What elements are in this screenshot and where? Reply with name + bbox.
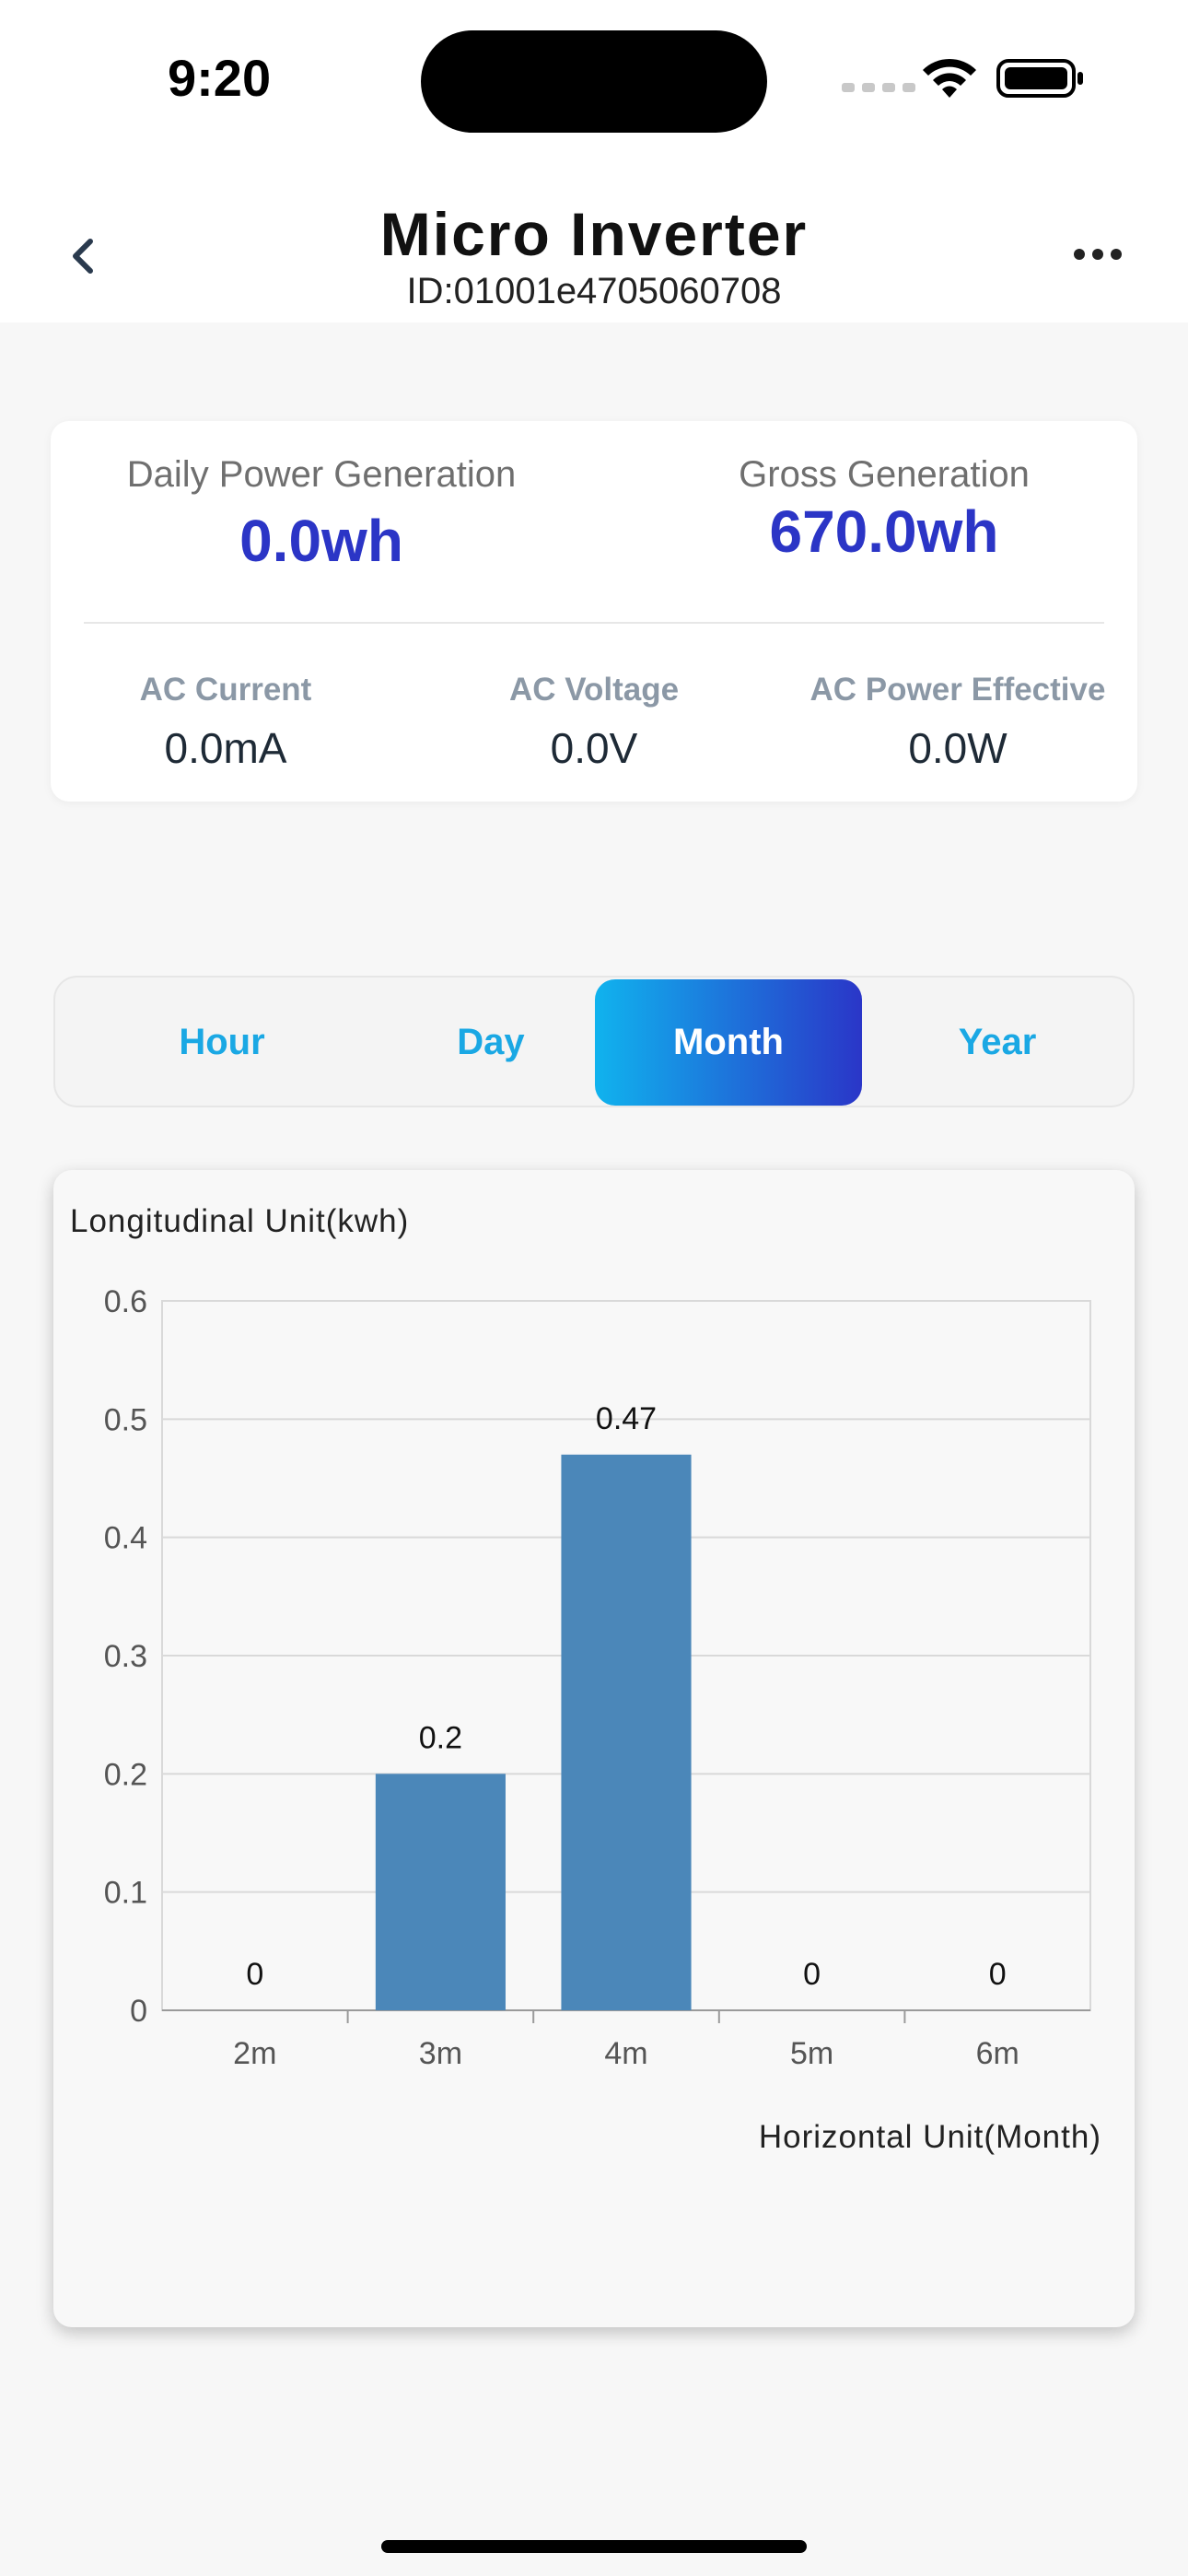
gross-generation-value: 670.0wh: [769, 498, 999, 565]
chart-card: 0 0.1 0.2 0.3 0.4 0.5 0.6 0 2m 0.2 3m 0.47 4m 0 5m 0 6m …: [53, 1170, 1135, 2327]
ellipsis-icon: [1074, 249, 1085, 260]
y-axis-title: Longitudinal Unit(kwh): [70, 1203, 410, 1239]
bar: [375, 1774, 506, 2010]
tab-year[interactable]: Year: [958, 1022, 1037, 1062]
divider: [84, 622, 1104, 624]
ac-current-value: 0.0mA: [164, 724, 287, 772]
y-tick-label: 0.4: [104, 1521, 147, 1556]
home-indicator: [381, 2540, 807, 2553]
ac-voltage-value: 0.0V: [550, 724, 638, 772]
daily-generation-value: 0.0wh: [239, 508, 403, 574]
more-button[interactable]: [1074, 249, 1122, 260]
dynamic-island: [421, 30, 767, 133]
daily-generation-label: Daily Power Generation: [126, 454, 517, 495]
ac-current: AC Current 0.0mA: [69, 672, 382, 773]
ac-current-label: AC Current: [139, 672, 312, 708]
bar-chart: 0 0.1 0.2 0.3 0.4 0.5 0.6 0 2m 0.2 3m 0.47 4m 0 5m 0 6m: [104, 1284, 1091, 2071]
data-label: 0.47: [596, 1401, 657, 1436]
y-tick-label: 0: [130, 1994, 147, 2029]
data-label: 0.2: [419, 1720, 462, 1755]
nav-bar: Micro Inverter ID:01001e4705060708: [0, 166, 1188, 322]
ac-power: AC Power Effective 0.0W: [778, 672, 1137, 773]
tab-day[interactable]: Day: [457, 1022, 525, 1062]
x-tick-label: 6m: [976, 2036, 1019, 2071]
back-button[interactable]: [61, 228, 107, 284]
ac-voltage: AC Voltage 0.0V: [437, 672, 751, 773]
data-label: 0: [803, 1957, 821, 1992]
tab-hour[interactable]: Hour: [179, 1022, 265, 1062]
stats-card: Daily Power Generation 0.0wh Gross Gener…: [51, 421, 1137, 802]
bar: [561, 1454, 692, 2010]
wifi-icon: [923, 58, 976, 98]
x-tick-label: 2m: [233, 2036, 276, 2071]
x-tick-label: 3m: [419, 2036, 462, 2071]
cellular-signal-icon: [842, 83, 915, 92]
status-time: 9:20: [168, 49, 272, 107]
daily-generation: Daily Power Generation 0.0wh: [110, 454, 533, 575]
y-tick-label: 0.2: [104, 1757, 147, 1792]
data-label: 0: [989, 1957, 1007, 1992]
x-axis-title: Horizontal Unit(Month): [758, 2119, 1101, 2155]
page-title: Micro Inverter: [379, 200, 809, 268]
device-id: ID:01001e4705060708: [406, 271, 782, 311]
y-tick-label: 0.3: [104, 1639, 147, 1674]
ac-power-label: AC Power Effective: [809, 672, 1106, 708]
status-bar: 9:20: [0, 0, 1188, 166]
gross-generation: Gross Generation 670.0wh: [658, 454, 1110, 566]
tab-month[interactable]: Month: [595, 979, 862, 1106]
battery-icon: [996, 59, 1083, 98]
ac-power-value: 0.0W: [908, 724, 1007, 772]
gross-generation-label: Gross Generation: [739, 454, 1030, 495]
chevron-left-icon: [73, 239, 93, 274]
period-tabs: Hour Day Month Year: [53, 976, 1135, 1107]
data-label: 0: [246, 1957, 263, 1992]
x-tick-label: 4m: [604, 2036, 647, 2071]
x-tick-label: 5m: [790, 2036, 833, 2071]
y-tick-label: 0.5: [104, 1402, 147, 1437]
y-tick-label: 0.1: [104, 1876, 147, 1911]
y-tick-label: 0.6: [104, 1284, 147, 1319]
ac-voltage-label: AC Voltage: [508, 672, 680, 708]
